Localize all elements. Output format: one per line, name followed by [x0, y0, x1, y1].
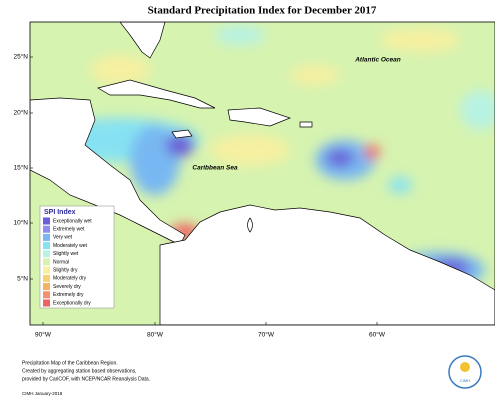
legend-label: Very wet: [53, 235, 73, 241]
legend: SPI Index Exceptionally wet Extremely wet…: [39, 205, 115, 309]
legend-swatch: [43, 291, 50, 299]
legend-swatch: [43, 233, 50, 241]
legend-swatch: [43, 283, 50, 291]
legend-label: Normal: [53, 259, 69, 265]
legend-title: SPI Index: [44, 209, 76, 216]
legend-box: [39, 205, 115, 309]
land: [30, 22, 495, 325]
footer-line: provided by CariCOF, with NCEP/NCAR Rean…: [22, 376, 150, 382]
lat-label: 5°N: [17, 275, 28, 283]
legend-label: Moderately wet: [53, 243, 88, 249]
lat-label: 25°N: [13, 53, 28, 61]
legend-label: Moderately dry: [53, 276, 87, 282]
legend-swatch: [43, 217, 50, 225]
title: Standard Precipitation Index for Decembe…: [148, 5, 377, 17]
legend-label: Slightly dry: [53, 268, 78, 274]
legend-label: Exceptionally dry: [53, 300, 91, 306]
lat-label: 10°N: [13, 219, 28, 227]
footer-line: Created by aggregating station based obs…: [22, 368, 137, 374]
graticule-labels: 25°N 20°N 15°N 10°N 5°N 90°W 80°W 70°W 60°W: [13, 53, 385, 339]
annotation: Caribbean Sea: [192, 165, 238, 172]
legend-swatch: [43, 299, 50, 307]
lon-label: 90°W: [35, 331, 52, 339]
legend-swatch: [43, 250, 50, 258]
lat-label: 15°N: [13, 164, 28, 172]
footer-line: Precipitation Map of the Caribbean Regio…: [22, 360, 118, 366]
logo-sun: [460, 362, 470, 372]
legend-swatch: [43, 225, 50, 233]
map-frame: [29, 21, 495, 326]
lon-label: 80°W: [147, 331, 164, 339]
legend-label: Severely dry: [53, 284, 81, 290]
legend-swatch: [43, 242, 50, 250]
legend-swatch: [43, 274, 50, 282]
logo-text: CIMH: [460, 378, 470, 383]
footer: CIMH January-2018 CIMH Precipitation Map…: [22, 355, 482, 396]
legend-swatch: [43, 258, 50, 266]
legend-label: Extremely wet: [53, 227, 85, 233]
legend-swatch: [43, 266, 50, 274]
lon-label: 70°W: [258, 331, 275, 339]
annotation: Atlantic Ocean: [354, 57, 401, 64]
credit: CIMH January-2018: [22, 391, 63, 396]
legend-label: Slightly wet: [53, 251, 79, 257]
lat-label: 20°N: [13, 109, 28, 117]
lon-label: 60°W: [369, 331, 386, 339]
legend-label: Exceptionally wet: [53, 218, 92, 224]
legend-label: Extremely dry: [53, 292, 84, 298]
